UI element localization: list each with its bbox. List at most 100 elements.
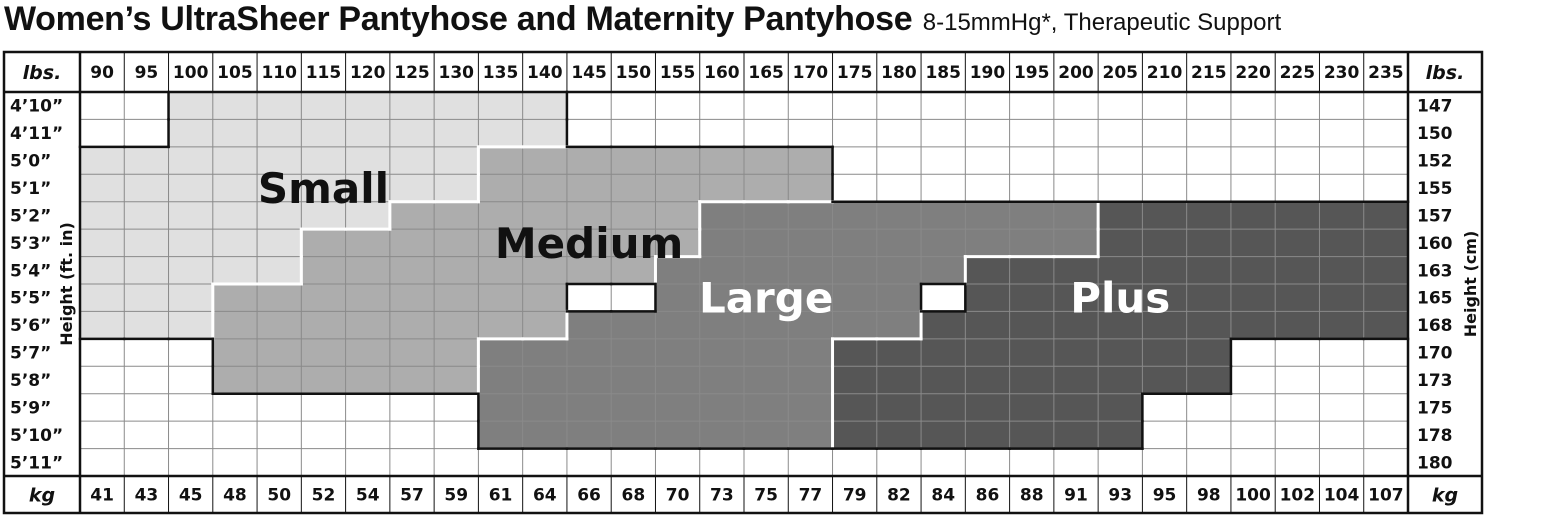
size-range-plus [1098,229,1408,257]
y-tick-ft-in: 5’11” [10,453,63,473]
y-tick-ft-in: 5’8” [10,371,51,391]
x-tick-lbs: 110 [261,63,297,83]
x-tick-lbs: 115 [306,63,342,83]
size-range-plus [832,366,1231,394]
x-tick-lbs: 195 [1014,63,1050,83]
x-tick-lbs: 150 [616,63,652,83]
size-range-medium [389,201,700,230]
x-tick-kg: 77 [799,486,823,506]
x-tick-lbs: 130 [439,63,475,83]
size-range-small [80,284,213,312]
y-tick-cm: 152 [1417,152,1453,172]
size-region-small [80,92,567,339]
y-tick-ft-in: 4’11” [10,124,63,144]
x-tick-lbs: 230 [1324,63,1360,83]
size-range-medium [301,229,700,257]
x-tick-kg: 98 [1197,486,1221,506]
x-tick-kg: 70 [666,486,690,506]
x-tick-lbs: 90 [90,63,114,83]
y-tick-ft-in: 5’0” [10,152,51,172]
x-tick-lbs: 155 [660,63,696,83]
x-tick-lbs: 95 [135,63,159,83]
y-tick-cm: 175 [1417,398,1453,418]
x-tick-lbs: 180 [881,63,917,83]
size-range-small [80,201,390,230]
chart-title-row: Women’s UltraSheer Pantyhose and Materni… [4,0,1281,44]
x-tick-lbs: 200 [1058,63,1094,83]
y-tick-ft-in: 5’5” [10,289,51,309]
x-tick-kg: 93 [1108,486,1132,506]
size-label-medium: Medium [495,219,683,268]
y-tick-cm: 173 [1417,371,1453,391]
y-tick-ft-in: 5’6” [10,316,51,336]
x-tick-kg: 100 [1235,486,1271,506]
x-tick-kg: 73 [710,486,734,506]
x-tick-kg: 82 [887,486,911,506]
x-tick-lbs: 170 [793,63,829,83]
x-tick-kg: 64 [533,486,557,506]
x-tick-kg: 66 [577,486,601,506]
x-tick-lbs: 190 [970,63,1006,83]
x-tick-kg: 59 [444,486,468,506]
chart-labels: lbs. lbs. kg kg 90 95 100 105 110 115 120 125 130 135… [10,62,1480,507]
y-tick-cm: 168 [1417,316,1453,336]
x-tick-lbs: 120 [350,63,386,83]
x-tick-kg: 75 [754,486,778,506]
x-tick-kg: 52 [312,486,336,506]
x-tick-lbs: 160 [704,63,740,83]
chart-title: Women’s UltraSheer Pantyhose and Materni… [4,0,913,38]
x-tick-lbs: 215 [1191,63,1227,83]
x-tick-lbs: 105 [217,63,253,83]
x-tick-kg: 102 [1280,486,1316,506]
y-tick-cm: 170 [1417,344,1453,364]
y-axis-title-left: Height (ft. in) [57,222,76,346]
x-tick-lbs: 175 [837,63,873,83]
y-tick-ft-in: 5’10” [10,426,63,446]
header-right-bottom: kg [1432,485,1458,507]
y-axis-title-right: Height (cm) [1461,231,1480,338]
x-tick-kg: 107 [1368,486,1404,506]
x-tick-kg: 43 [135,486,159,506]
size-range-small [80,311,213,339]
x-tick-kg: 91 [1064,486,1088,506]
x-tick-kg: 104 [1324,486,1360,506]
size-label-large: Large [699,274,833,323]
x-tick-kg: 45 [179,486,203,506]
x-tick-kg: 86 [976,486,1000,506]
size-range-plus [832,393,1143,422]
size-range-small [168,119,567,147]
x-tick-kg: 95 [1153,486,1177,506]
x-tick-kg: 54 [356,486,380,506]
size-range-large [699,201,1099,230]
x-tick-lbs: 135 [483,63,519,83]
x-tick-kg: 84 [931,486,955,506]
size-label-plus: Plus [1070,274,1170,323]
size-range-large [655,256,966,284]
header-left-top: lbs. [23,62,62,84]
chart-structure-lines [4,52,1482,513]
x-tick-lbs: 125 [394,63,430,83]
y-tick-cm: 160 [1417,234,1453,254]
x-tick-lbs: 225 [1280,63,1316,83]
y-tick-cm: 155 [1417,179,1453,199]
y-tick-ft-in: 5’7” [10,344,51,364]
y-tick-cm: 163 [1417,261,1453,281]
x-tick-kg: 88 [1020,486,1044,506]
x-tick-lbs: 210 [1147,63,1183,83]
size-range-large [699,229,1099,257]
x-tick-lbs: 165 [748,63,784,83]
x-tick-kg: 79 [843,486,867,506]
chart-subtitle: 8-15mmHg*, Therapeutic Support [922,9,1282,36]
x-tick-kg: 41 [90,486,114,506]
size-range-small [80,146,479,175]
size-label-small: Small [258,164,389,213]
x-tick-lbs: 100 [173,63,209,83]
size-range-small [80,229,302,257]
y-tick-ft-in: 4’10” [10,97,63,117]
y-tick-cm: 157 [1417,206,1453,226]
size-range-plus [921,311,1408,339]
size-range-plus [832,421,1143,449]
x-tick-lbs: 145 [571,63,607,83]
y-tick-ft-in: 5’9” [10,398,51,418]
